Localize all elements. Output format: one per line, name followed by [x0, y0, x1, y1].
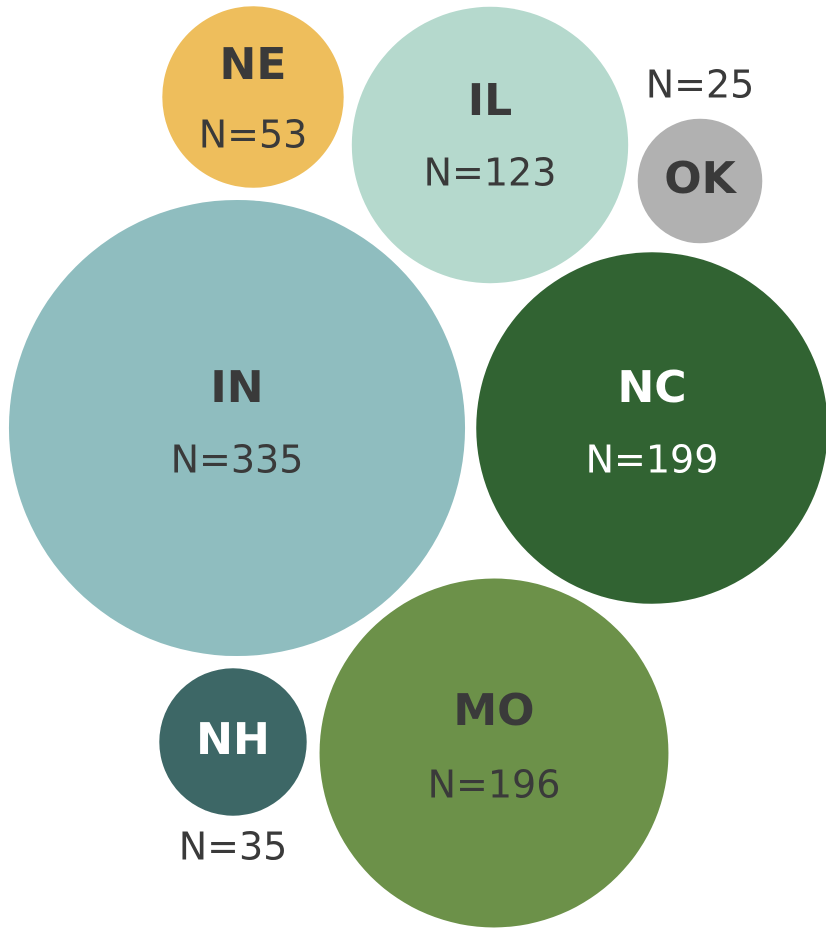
bubble — [476, 252, 826, 604]
bubble-name: IN — [210, 362, 263, 413]
bubble-value-label: N=196 — [428, 763, 561, 807]
bubble-name: NC — [617, 362, 686, 413]
bubble-value-label: N=53 — [199, 113, 308, 157]
bubble-name: IL — [468, 75, 512, 126]
bubble — [351, 6, 629, 284]
bubble-name: OK — [664, 153, 737, 204]
bubble-name: NH — [196, 714, 270, 765]
bubble-name: MO — [453, 685, 534, 736]
bubble-value-label: N=25 — [646, 63, 755, 107]
bubble-value-label: N=335 — [171, 438, 304, 482]
bubble-value-label: N=123 — [424, 151, 557, 195]
bubble-value-label: N=35 — [179, 825, 288, 869]
bubble — [159, 668, 307, 816]
bubble — [162, 6, 344, 188]
bubble — [8, 199, 466, 657]
bubble — [637, 118, 763, 244]
bubble — [319, 578, 669, 928]
bubble-name: NE — [220, 39, 287, 90]
bubble-value-label: N=199 — [586, 438, 719, 482]
